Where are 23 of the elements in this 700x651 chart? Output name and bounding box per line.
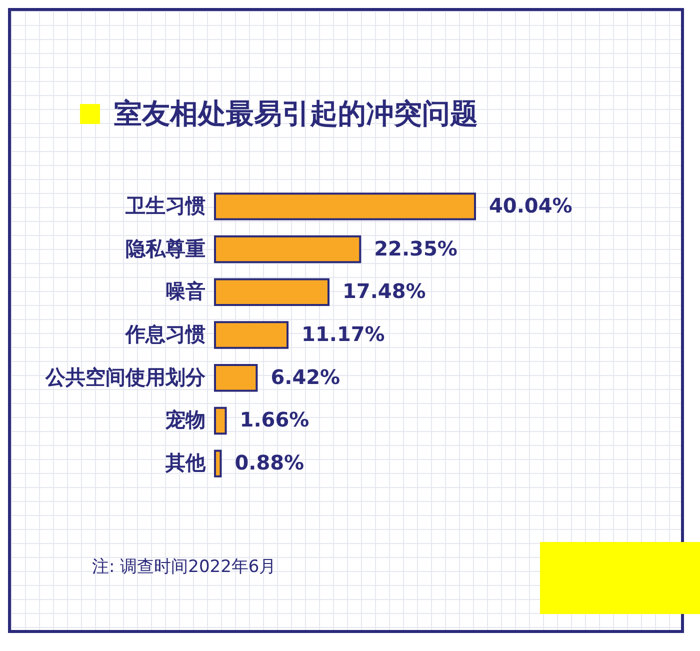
chart-title: 室友相处最易引起的冲突问题 [114, 96, 478, 132]
bar [214, 235, 362, 264]
bar [214, 278, 330, 306]
data-label: 17.48% [342, 279, 426, 304]
bar [214, 321, 289, 349]
bar [214, 406, 227, 435]
data-label: 22.35% [374, 236, 458, 260]
data-label: 6.42% [270, 364, 340, 389]
y-tick-label: 隐私尊重 [126, 236, 206, 260]
data-label: 11.17% [302, 322, 385, 346]
bar [214, 192, 476, 220]
y-tick-label: 卫生习惯 [124, 193, 206, 218]
data-label: 40.04% [489, 193, 572, 218]
y-tick-label: 噪音 [166, 279, 206, 304]
bar [214, 450, 222, 478]
data-label: 1.66% [240, 408, 310, 432]
y-tick-label: 宠物 [164, 408, 206, 432]
y-tick-label: 公共空间使用划分 [44, 364, 206, 389]
bar [214, 364, 258, 392]
y-tick-label: 作息习惯 [124, 322, 206, 346]
text: 注: 调查时间2022年6月 [92, 556, 276, 578]
y-tick-label: 其他 [164, 450, 206, 475]
data-label: 0.88% [234, 450, 304, 475]
